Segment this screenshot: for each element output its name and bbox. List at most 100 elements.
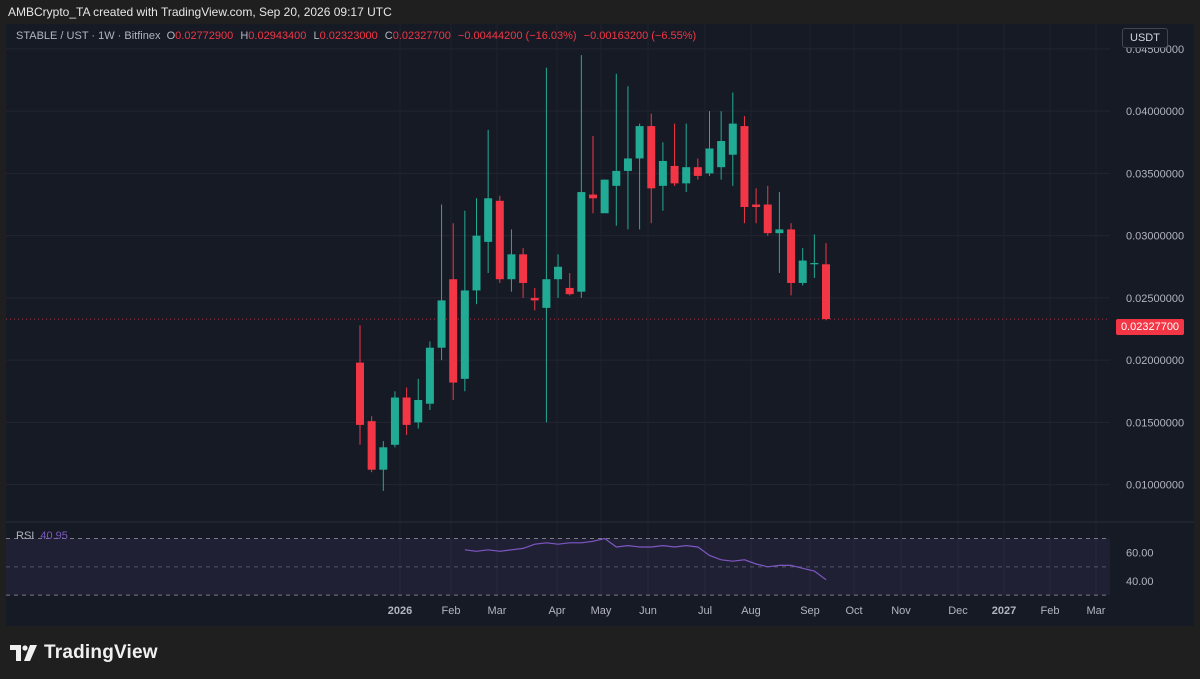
candle-body	[647, 126, 656, 189]
x-tick-label: 2026	[388, 605, 412, 617]
change-value: −0.00444200 (−16.03%)	[457, 30, 577, 42]
candle-body	[717, 141, 726, 168]
candle-body	[565, 287, 574, 295]
candle	[379, 441, 388, 491]
x-tick-label: May	[591, 605, 612, 617]
x-tick-label: Nov	[891, 605, 911, 617]
candle-body	[577, 192, 586, 292]
candle	[775, 192, 784, 273]
ohlc-legend: STABLE / UST · 1W · Bitfinex O0.02772900…	[16, 30, 700, 42]
y-tick-label: 0.04000000	[1126, 106, 1184, 118]
candle	[437, 204, 446, 361]
x-tick-label: Sep	[800, 605, 820, 617]
candle-body	[682, 167, 691, 184]
candle	[822, 243, 830, 321]
candle	[798, 248, 807, 286]
candle-body	[589, 194, 597, 199]
close-value: 0.02327700	[392, 30, 451, 42]
candle	[554, 254, 563, 298]
currency-button[interactable]: USDT	[1122, 28, 1168, 48]
x-tick-label: Apr	[548, 605, 565, 617]
candle-body	[507, 254, 516, 280]
candle	[705, 111, 714, 176]
candle	[600, 179, 609, 214]
candle	[623, 86, 632, 230]
candle-body	[460, 290, 469, 379]
symbol-label[interactable]: STABLE / UST · 1W · Bitfinex	[16, 30, 161, 42]
candle	[542, 67, 551, 423]
y-tick-label: 0.03000000	[1126, 231, 1184, 243]
candle	[390, 391, 399, 448]
candle-body	[775, 229, 784, 234]
chart-panel[interactable]: 0.04500000 0.04000000 0.03500000 0.03000000…	[6, 24, 1194, 626]
candle	[484, 129, 493, 273]
rsi-title: RSI	[16, 530, 35, 542]
candle-body	[798, 260, 807, 283]
candle	[693, 158, 702, 180]
x-tick-label: Mar	[1087, 605, 1106, 617]
candle	[367, 416, 376, 473]
candle	[763, 185, 772, 236]
candle	[740, 116, 749, 224]
candle-body	[542, 279, 551, 308]
tradingview-logo[interactable]: TradingView	[10, 642, 158, 664]
candle	[519, 248, 528, 298]
candle-body	[705, 148, 714, 174]
close-label: C	[384, 30, 393, 42]
candle	[449, 223, 458, 400]
x-tick-label: Feb	[442, 605, 461, 617]
candle	[460, 210, 469, 392]
tradingview-logo-icon	[10, 645, 37, 661]
candle	[495, 195, 504, 283]
x-tick-label: Feb	[1041, 605, 1060, 617]
candle-body	[763, 204, 772, 234]
candle	[635, 123, 644, 230]
candle-body	[356, 362, 364, 425]
candle-body	[728, 123, 737, 155]
x-tick-label: Mar	[488, 605, 507, 617]
candle-body	[530, 297, 539, 301]
candle	[787, 223, 796, 296]
candle-body	[623, 158, 632, 171]
candle-body	[379, 447, 388, 470]
x-tick-label: Jul	[698, 605, 712, 617]
x-tick-label: Jun	[639, 605, 657, 617]
candle-body	[495, 200, 504, 280]
candle-body	[635, 126, 644, 159]
candle-body	[484, 198, 493, 242]
candle	[530, 287, 539, 311]
candle-body	[740, 126, 749, 208]
y-tick-label: 0.01500000	[1126, 417, 1184, 429]
candle	[728, 92, 737, 186]
high-label: H	[240, 30, 249, 42]
current-price-tag: 0.02327700	[1116, 319, 1184, 335]
candle-body	[600, 179, 609, 214]
candle-body	[402, 397, 411, 425]
candle	[414, 378, 423, 429]
rsi-legend: RSI 40.95	[16, 530, 68, 542]
candle	[670, 123, 679, 186]
candle	[402, 387, 411, 435]
candle	[472, 198, 481, 305]
candlestick-chart[interactable]: 0.045000000.040000000.035000000.03000000…	[6, 24, 1194, 626]
candle-body	[670, 165, 679, 184]
candle	[612, 73, 621, 226]
candle	[752, 188, 761, 224]
candle	[647, 113, 656, 224]
x-tick-label: 2027	[992, 605, 1016, 617]
open-value: 0.02772900	[175, 30, 234, 42]
candle-body	[519, 254, 528, 283]
candle-body	[449, 279, 458, 383]
candle	[425, 341, 434, 410]
y-tick-label: 0.01000000	[1126, 480, 1184, 492]
candle-body	[752, 204, 761, 208]
low-label: L	[313, 30, 320, 42]
x-tick-label: Dec	[948, 605, 968, 617]
candle-body	[612, 170, 621, 186]
rsi-value: 40.95	[40, 530, 68, 542]
footer: TradingView	[0, 626, 1200, 679]
candle-body	[472, 235, 481, 291]
rsi-tick-label: 40.00	[1126, 576, 1154, 588]
y-tick-label: 0.02500000	[1126, 293, 1184, 305]
tradingview-logo-text: TradingView	[44, 642, 158, 663]
